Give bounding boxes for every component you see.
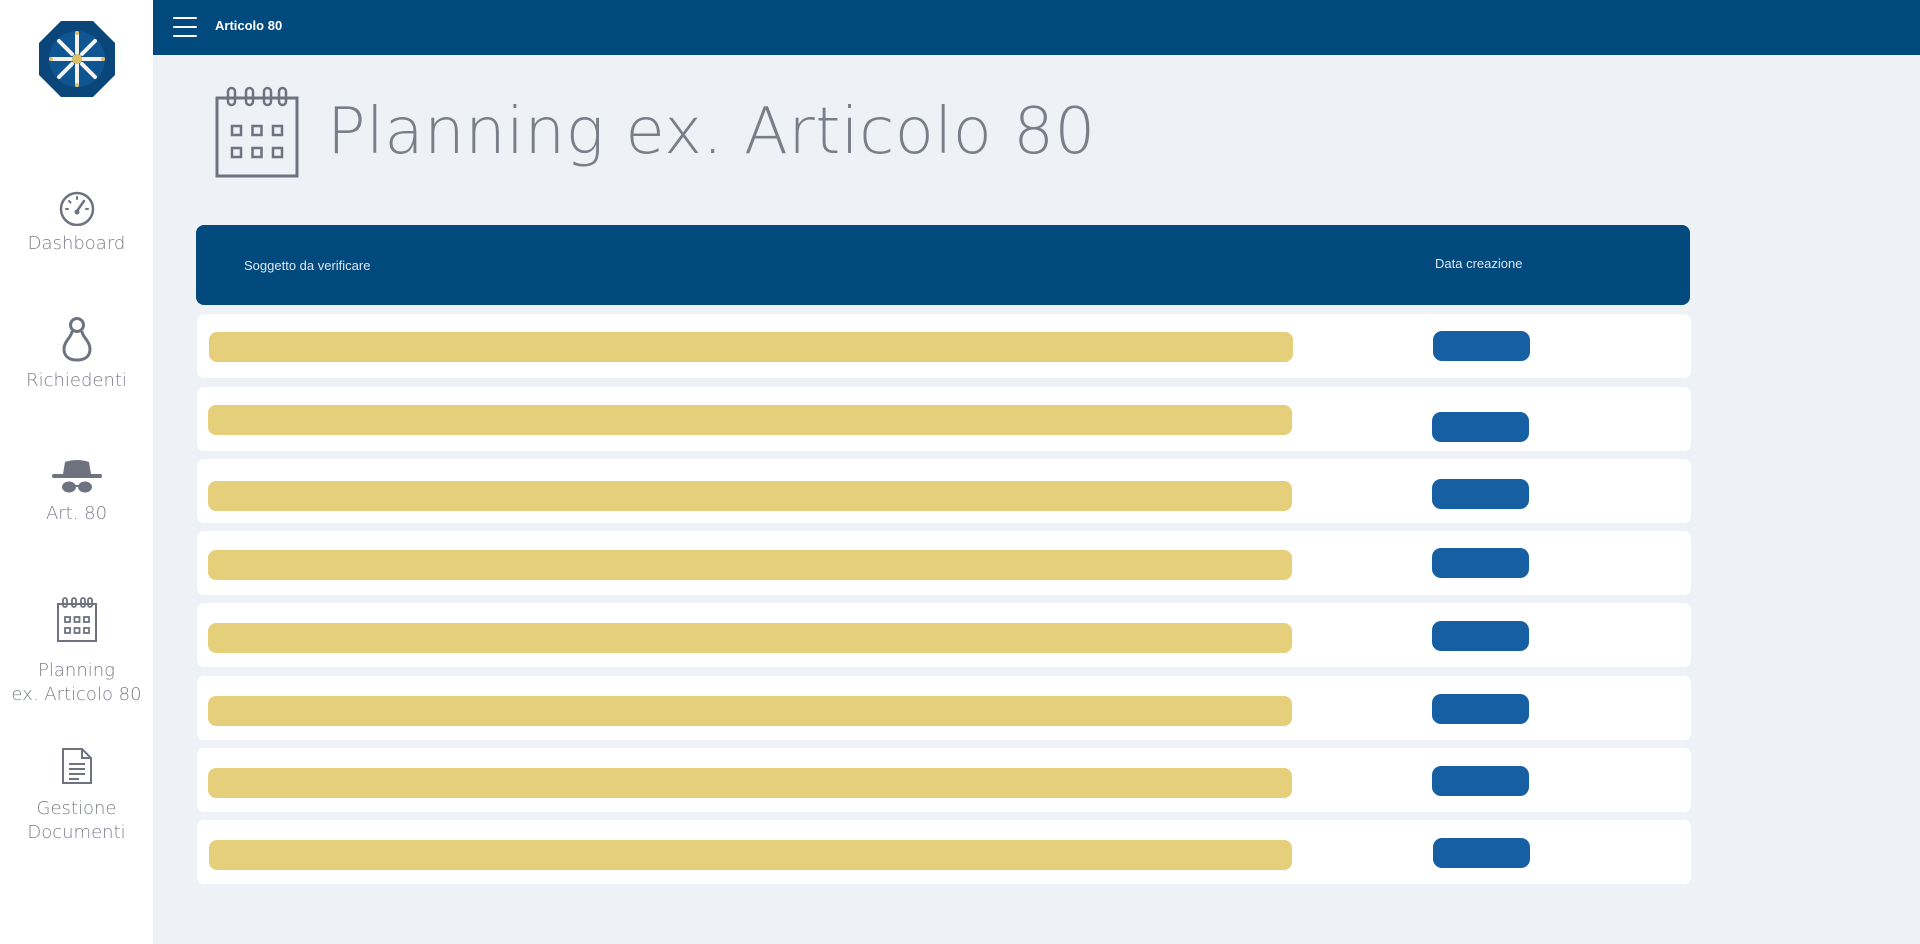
calendar-icon — [56, 597, 97, 642]
date-placeholder — [1432, 766, 1529, 796]
sidebar-item-dashboard[interactable]: Dashboard — [0, 190, 153, 256]
column-header-subject[interactable]: Soggetto da verificare — [244, 258, 371, 273]
table-row[interactable] — [197, 603, 1691, 667]
sidebar-item-richiedenti[interactable]: Richiedenti — [0, 315, 153, 393]
date-placeholder — [1432, 479, 1529, 509]
column-header-date[interactable]: Data creazione — [1435, 256, 1523, 271]
calendar-icon — [215, 86, 299, 178]
sidebar-item-planning[interactable]: Planning ex. Articolo 80 — [0, 597, 153, 707]
sidebar-item-label: Gestione — [36, 798, 117, 819]
speedometer-icon — [59, 191, 94, 226]
subject-placeholder — [208, 481, 1292, 511]
document-icon — [61, 748, 92, 784]
table-row[interactable] — [197, 820, 1691, 884]
date-placeholder — [1433, 331, 1530, 361]
subject-placeholder — [208, 768, 1292, 798]
date-placeholder — [1432, 621, 1529, 651]
date-placeholder — [1433, 838, 1530, 868]
subject-placeholder — [208, 623, 1292, 653]
person-icon — [61, 317, 92, 362]
sidebar-item-label: Dashboard — [27, 233, 126, 254]
app-title: Articolo 80 — [215, 18, 283, 33]
date-placeholder — [1432, 694, 1529, 724]
subject-placeholder — [208, 405, 1292, 435]
date-placeholder — [1432, 412, 1529, 442]
subject-placeholder — [208, 550, 1292, 580]
table-row[interactable] — [197, 459, 1691, 523]
sidebar-item-label: Richiedenti — [26, 370, 127, 391]
subject-placeholder — [209, 332, 1293, 362]
top-bar: Articolo 80 — [153, 0, 1920, 55]
table-row[interactable] — [197, 314, 1691, 378]
sidebar-item-art80[interactable]: Art. 80 — [0, 458, 153, 526]
sidebar-item-label: ex. Articolo 80 — [11, 684, 142, 705]
table-row[interactable] — [197, 748, 1691, 812]
subject-placeholder — [209, 840, 1292, 870]
table-row[interactable] — [197, 531, 1691, 595]
sidebar: Dashboard Richiedenti Art. 80 P — [0, 0, 153, 944]
table-row[interactable] — [197, 387, 1691, 451]
sidebar-item-label: Art. 80 — [45, 503, 108, 524]
hamburger-menu-icon[interactable] — [173, 17, 197, 37]
sidebar-item-label: Documenti — [27, 822, 126, 843]
table-row[interactable] — [197, 676, 1691, 740]
subject-placeholder — [208, 696, 1292, 726]
logo[interactable] — [37, 19, 117, 99]
table-header: Soggetto da verificare Data creazione — [196, 225, 1690, 305]
sidebar-item-gestione-documenti[interactable]: Gestione Documenti — [0, 747, 153, 845]
sidebar-item-label: Planning — [38, 660, 115, 681]
spy-icon — [51, 460, 102, 493]
date-placeholder — [1432, 548, 1529, 578]
page-title: Planning ex. Articolo 80 — [327, 95, 1096, 169]
